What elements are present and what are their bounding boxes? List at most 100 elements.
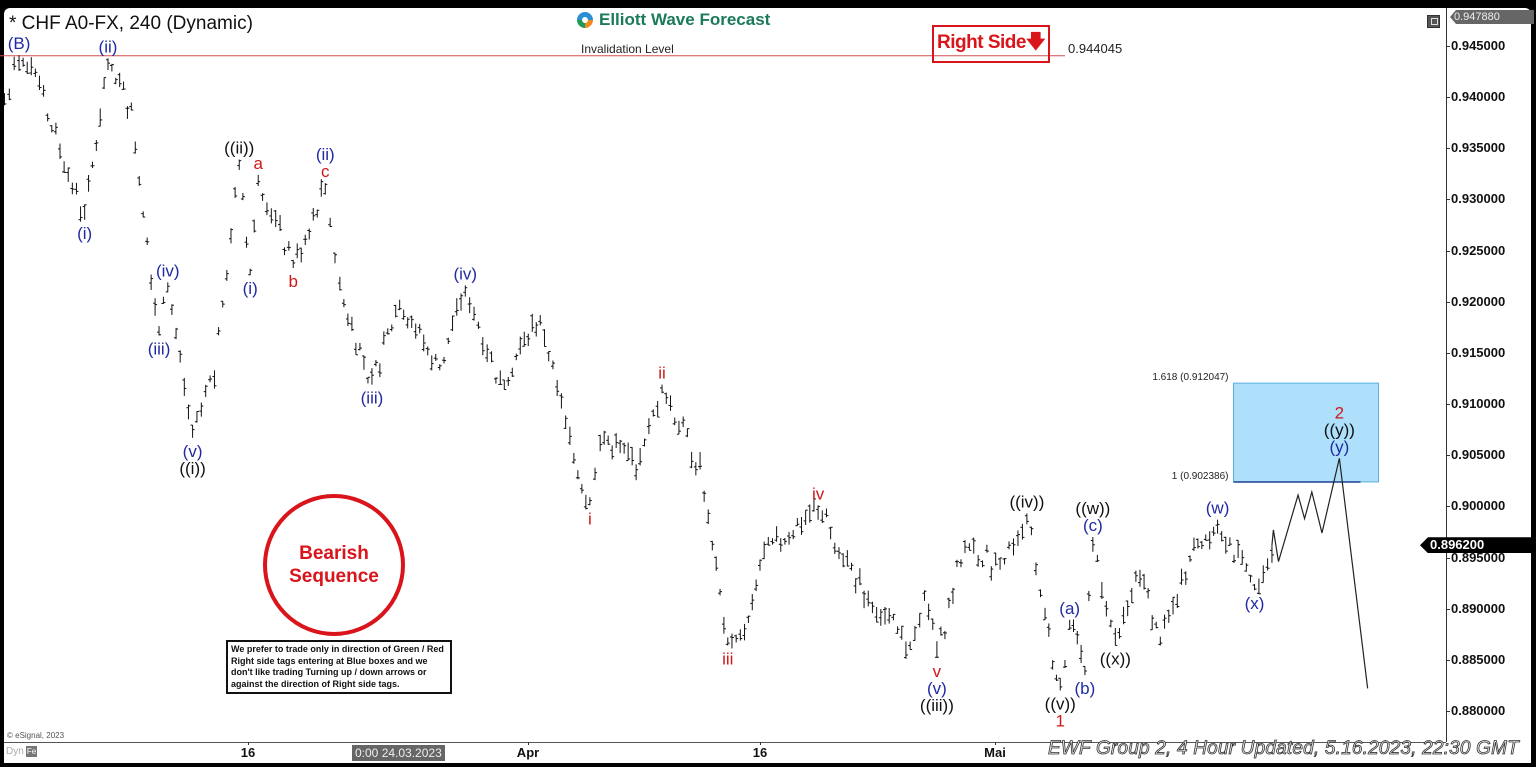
ohlc-bar [734, 634, 739, 643]
bearish-line1: Bearish [299, 543, 369, 564]
ohlc-bar [526, 333, 531, 347]
ohlc-bar [417, 324, 422, 334]
ohlc-bar [622, 442, 627, 454]
ohlc-bar [1075, 630, 1080, 645]
ohlc-bar [381, 331, 386, 345]
ohlc-bar [1175, 593, 1180, 609]
ohlc-bar [510, 367, 515, 377]
ohlc-bar [311, 208, 316, 221]
ohlc-bar [1179, 568, 1184, 585]
ohlc-bar [37, 75, 42, 90]
invalidation-label: Invalidation Level [581, 42, 674, 56]
restore-window-icon[interactable] [1427, 15, 1440, 28]
wave-label: ii [658, 364, 666, 383]
dyn-label[interactable]: Dyn [6, 746, 24, 757]
ohlc-bar [559, 393, 564, 409]
ohlc-bar [1050, 660, 1055, 670]
ohlc-bar [799, 516, 804, 535]
wave-label: (ii) [316, 145, 335, 164]
ohlc-bar [17, 55, 22, 71]
price-tick-mark [1446, 352, 1450, 354]
ohlc-bar [212, 370, 217, 389]
ohlc-bar [630, 446, 635, 466]
ohlc-bar [651, 409, 656, 417]
ohlc-bar [664, 392, 669, 405]
ohlc-bar [841, 553, 846, 568]
ohlc-bar [1002, 558, 1007, 565]
ohlc-bar [878, 609, 883, 626]
price-tick-mark [1446, 557, 1450, 559]
ohlc-bar [86, 175, 91, 192]
ohlc-bar [502, 379, 507, 391]
ohlc-bar [1142, 573, 1147, 590]
ohlc-bar [710, 540, 715, 551]
time-tick-mark [995, 742, 996, 745]
current-price-tag: 0.896200 [1420, 537, 1532, 554]
ohlc-bar [606, 435, 611, 445]
ohlc-bar [634, 464, 639, 481]
ohlc-bar [530, 313, 535, 332]
ohlc-bar [208, 375, 213, 383]
ohlc-bar [908, 641, 913, 650]
ohlc-bar [303, 234, 308, 246]
invalidation-value: 0.944045 [1068, 41, 1123, 56]
ohlc-bar [141, 211, 146, 218]
ohlc-bar [405, 317, 410, 329]
ohlc-bar [425, 346, 430, 356]
ohlc-bar [62, 161, 67, 173]
ohlc-bar [942, 630, 947, 640]
ohlc-bar [1227, 537, 1232, 546]
ohlc-bar [1011, 538, 1016, 556]
ohlc-bar [750, 594, 755, 611]
wave-label: (y) [1329, 437, 1349, 456]
ohlc-bar [328, 217, 333, 228]
ohlc-bar [233, 186, 238, 198]
ohlc-bar [1232, 554, 1237, 564]
ohlc-bar [1138, 569, 1142, 587]
ohlc-bar [199, 402, 204, 417]
ohlc-bar [1252, 584, 1257, 591]
ohlc-bar [828, 526, 833, 540]
ohlc-bar [369, 368, 374, 385]
ohlc-bar [693, 462, 698, 476]
ohlc-bar [82, 204, 87, 220]
ohlc-bar [190, 424, 195, 438]
ohlc-bar [106, 58, 110, 71]
price-tick-mark [1446, 455, 1450, 457]
ohlc-bar [795, 518, 800, 527]
ohlc-bar [260, 193, 265, 201]
ohlc-bar [454, 298, 459, 316]
price-axis-line [1446, 8, 1447, 742]
ohlc-bar [980, 560, 985, 568]
copyright-text: © eSignal, 2023 [7, 731, 65, 740]
ohlc-bar [1265, 558, 1270, 571]
ohlc-bar [950, 587, 955, 604]
ohlc-bar [714, 556, 719, 571]
ohlc-bar [1062, 659, 1067, 669]
ohlc-bar [824, 508, 829, 518]
ohlc-bar [899, 625, 904, 640]
fe-icon[interactable]: Fe [26, 746, 37, 757]
right-side-label: Right Side [937, 32, 1026, 53]
ohlc-bar [1108, 619, 1113, 628]
ohlc-bar [721, 616, 726, 634]
ohlc-bar [583, 494, 588, 510]
price-tick-mark [1446, 148, 1450, 150]
ohlc-bar [571, 452, 576, 464]
ohlc-bar [807, 504, 812, 523]
price-tick-mark [1446, 97, 1450, 99]
ohlc-bar [117, 72, 122, 88]
ohlc-bar [1007, 541, 1012, 550]
wave-label: ((v)) [1045, 694, 1076, 713]
wave-label: (c) [1083, 516, 1103, 535]
wave-label: (v) [927, 679, 947, 698]
ohlc-bar [550, 360, 555, 370]
ohlc-bar [542, 329, 547, 348]
price-tick-mark [1446, 404, 1450, 406]
ohlc-bar [883, 606, 888, 625]
wave-label: (v) [183, 442, 203, 461]
ohlc-bar [967, 543, 972, 551]
ohlc-bar [1199, 541, 1204, 550]
